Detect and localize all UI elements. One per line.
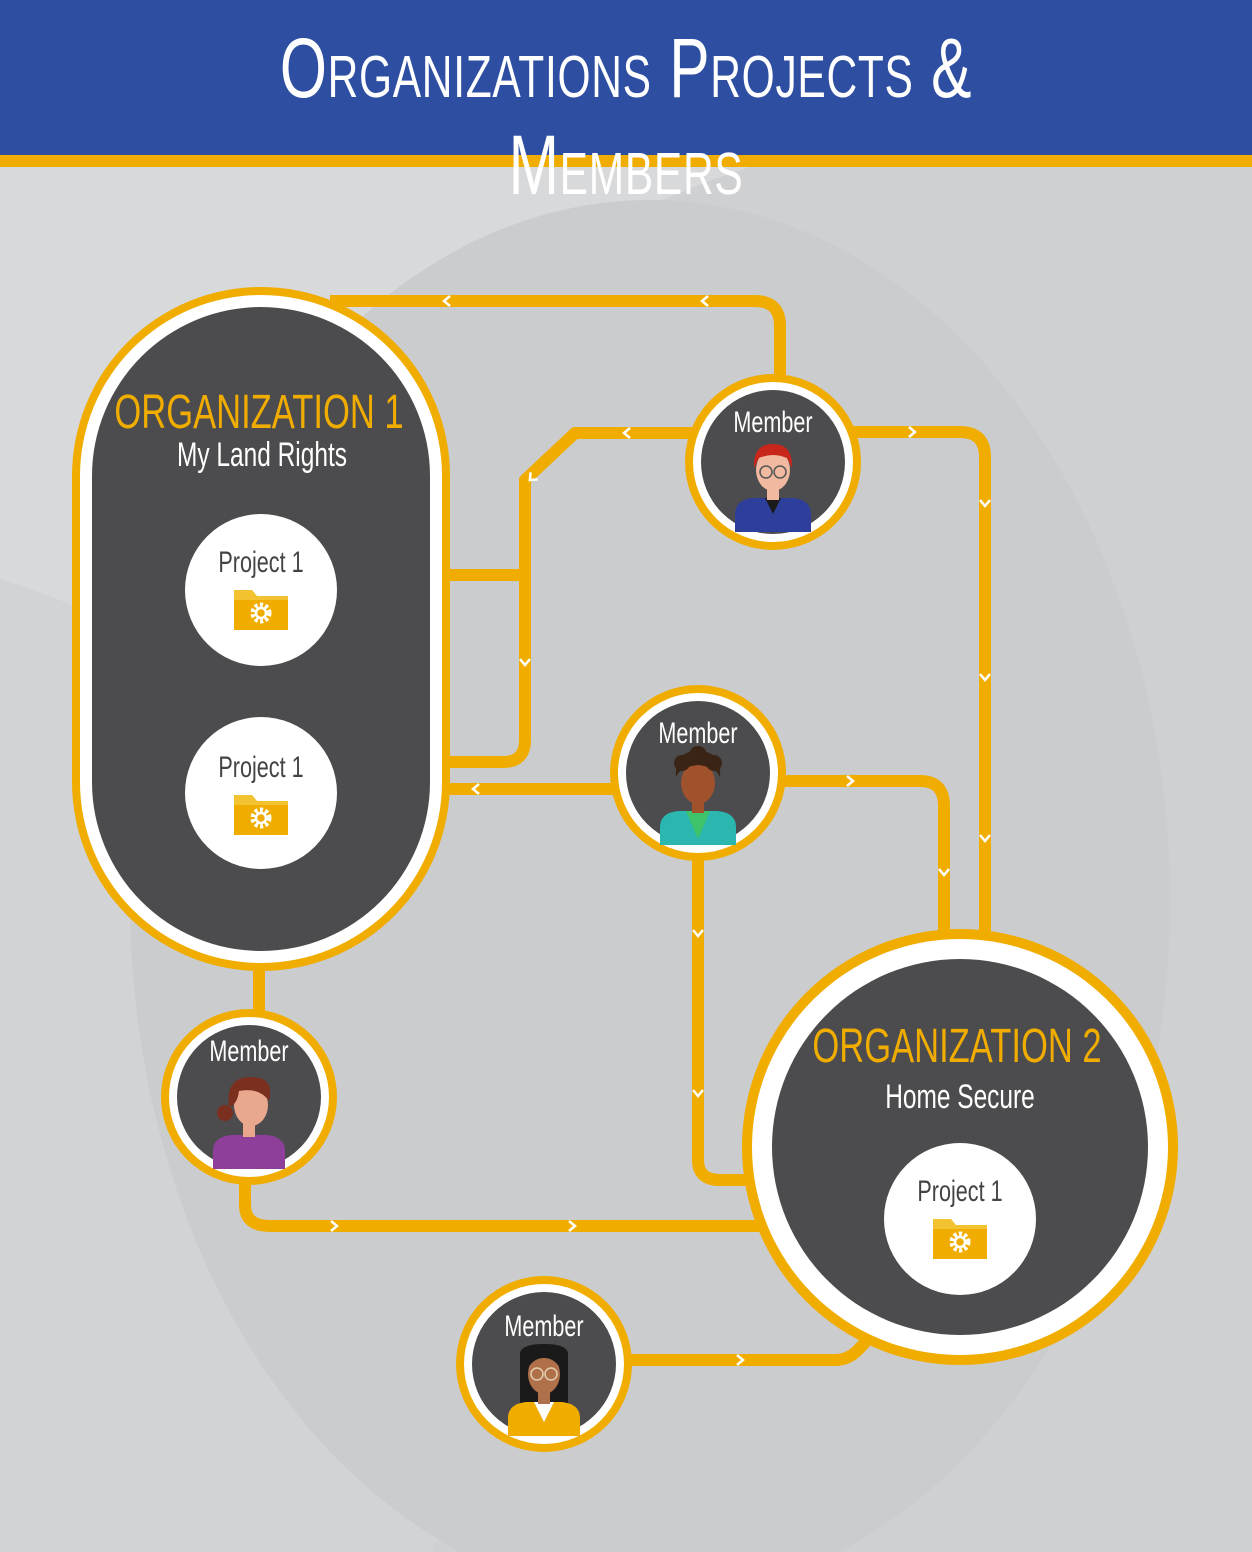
person-avatar-icon (213, 1077, 285, 1169)
header-banner (0, 0, 1252, 167)
project-label: Project 1 (218, 544, 303, 578)
member-label: Member (733, 404, 812, 438)
project-node[interactable]: Project 1 (185, 717, 337, 869)
connector-member1-org2 (850, 426, 991, 938)
member-node[interactable]: Member (685, 374, 861, 550)
organization-2-subtitle: Home Secure (885, 1078, 1035, 1116)
member-label: Member (504, 1308, 583, 1342)
person-avatar-icon (660, 746, 736, 845)
project-node[interactable]: Project 1 (185, 514, 337, 666)
folder-gear-icon (234, 590, 288, 630)
person-avatar-icon (508, 1344, 580, 1436)
member-node[interactable]: Member (456, 1276, 632, 1452)
organization-1-name: ORGANIZATION 1 (114, 384, 403, 438)
organization-2-name: ORGANIZATION 2 (812, 1018, 1101, 1072)
connector-org1-member1 (330, 295, 786, 382)
connector-member2-org2 (780, 775, 950, 938)
project-node[interactable]: Project 1 (884, 1143, 1036, 1295)
organization-1-subtitle: My Land Rights (177, 436, 347, 474)
member-label: Member (209, 1033, 288, 1067)
connector-member2-project3 (692, 860, 895, 1186)
folder-gear-icon (234, 795, 288, 835)
project-label: Project 1 (218, 749, 303, 783)
project-label: Project 1 (917, 1173, 1002, 1207)
connector-member3-project3 (239, 1180, 890, 1232)
connector-member1-projects (330, 427, 696, 768)
folder-gear-icon (933, 1219, 987, 1259)
connector-member4-project3 (627, 1275, 930, 1366)
member-node[interactable]: Member (161, 1009, 337, 1185)
person-avatar-icon (735, 444, 811, 532)
member-label: Member (658, 715, 737, 749)
page-title: Organizations Projects & Members (279, 21, 973, 212)
member-node[interactable]: Member (610, 685, 786, 861)
